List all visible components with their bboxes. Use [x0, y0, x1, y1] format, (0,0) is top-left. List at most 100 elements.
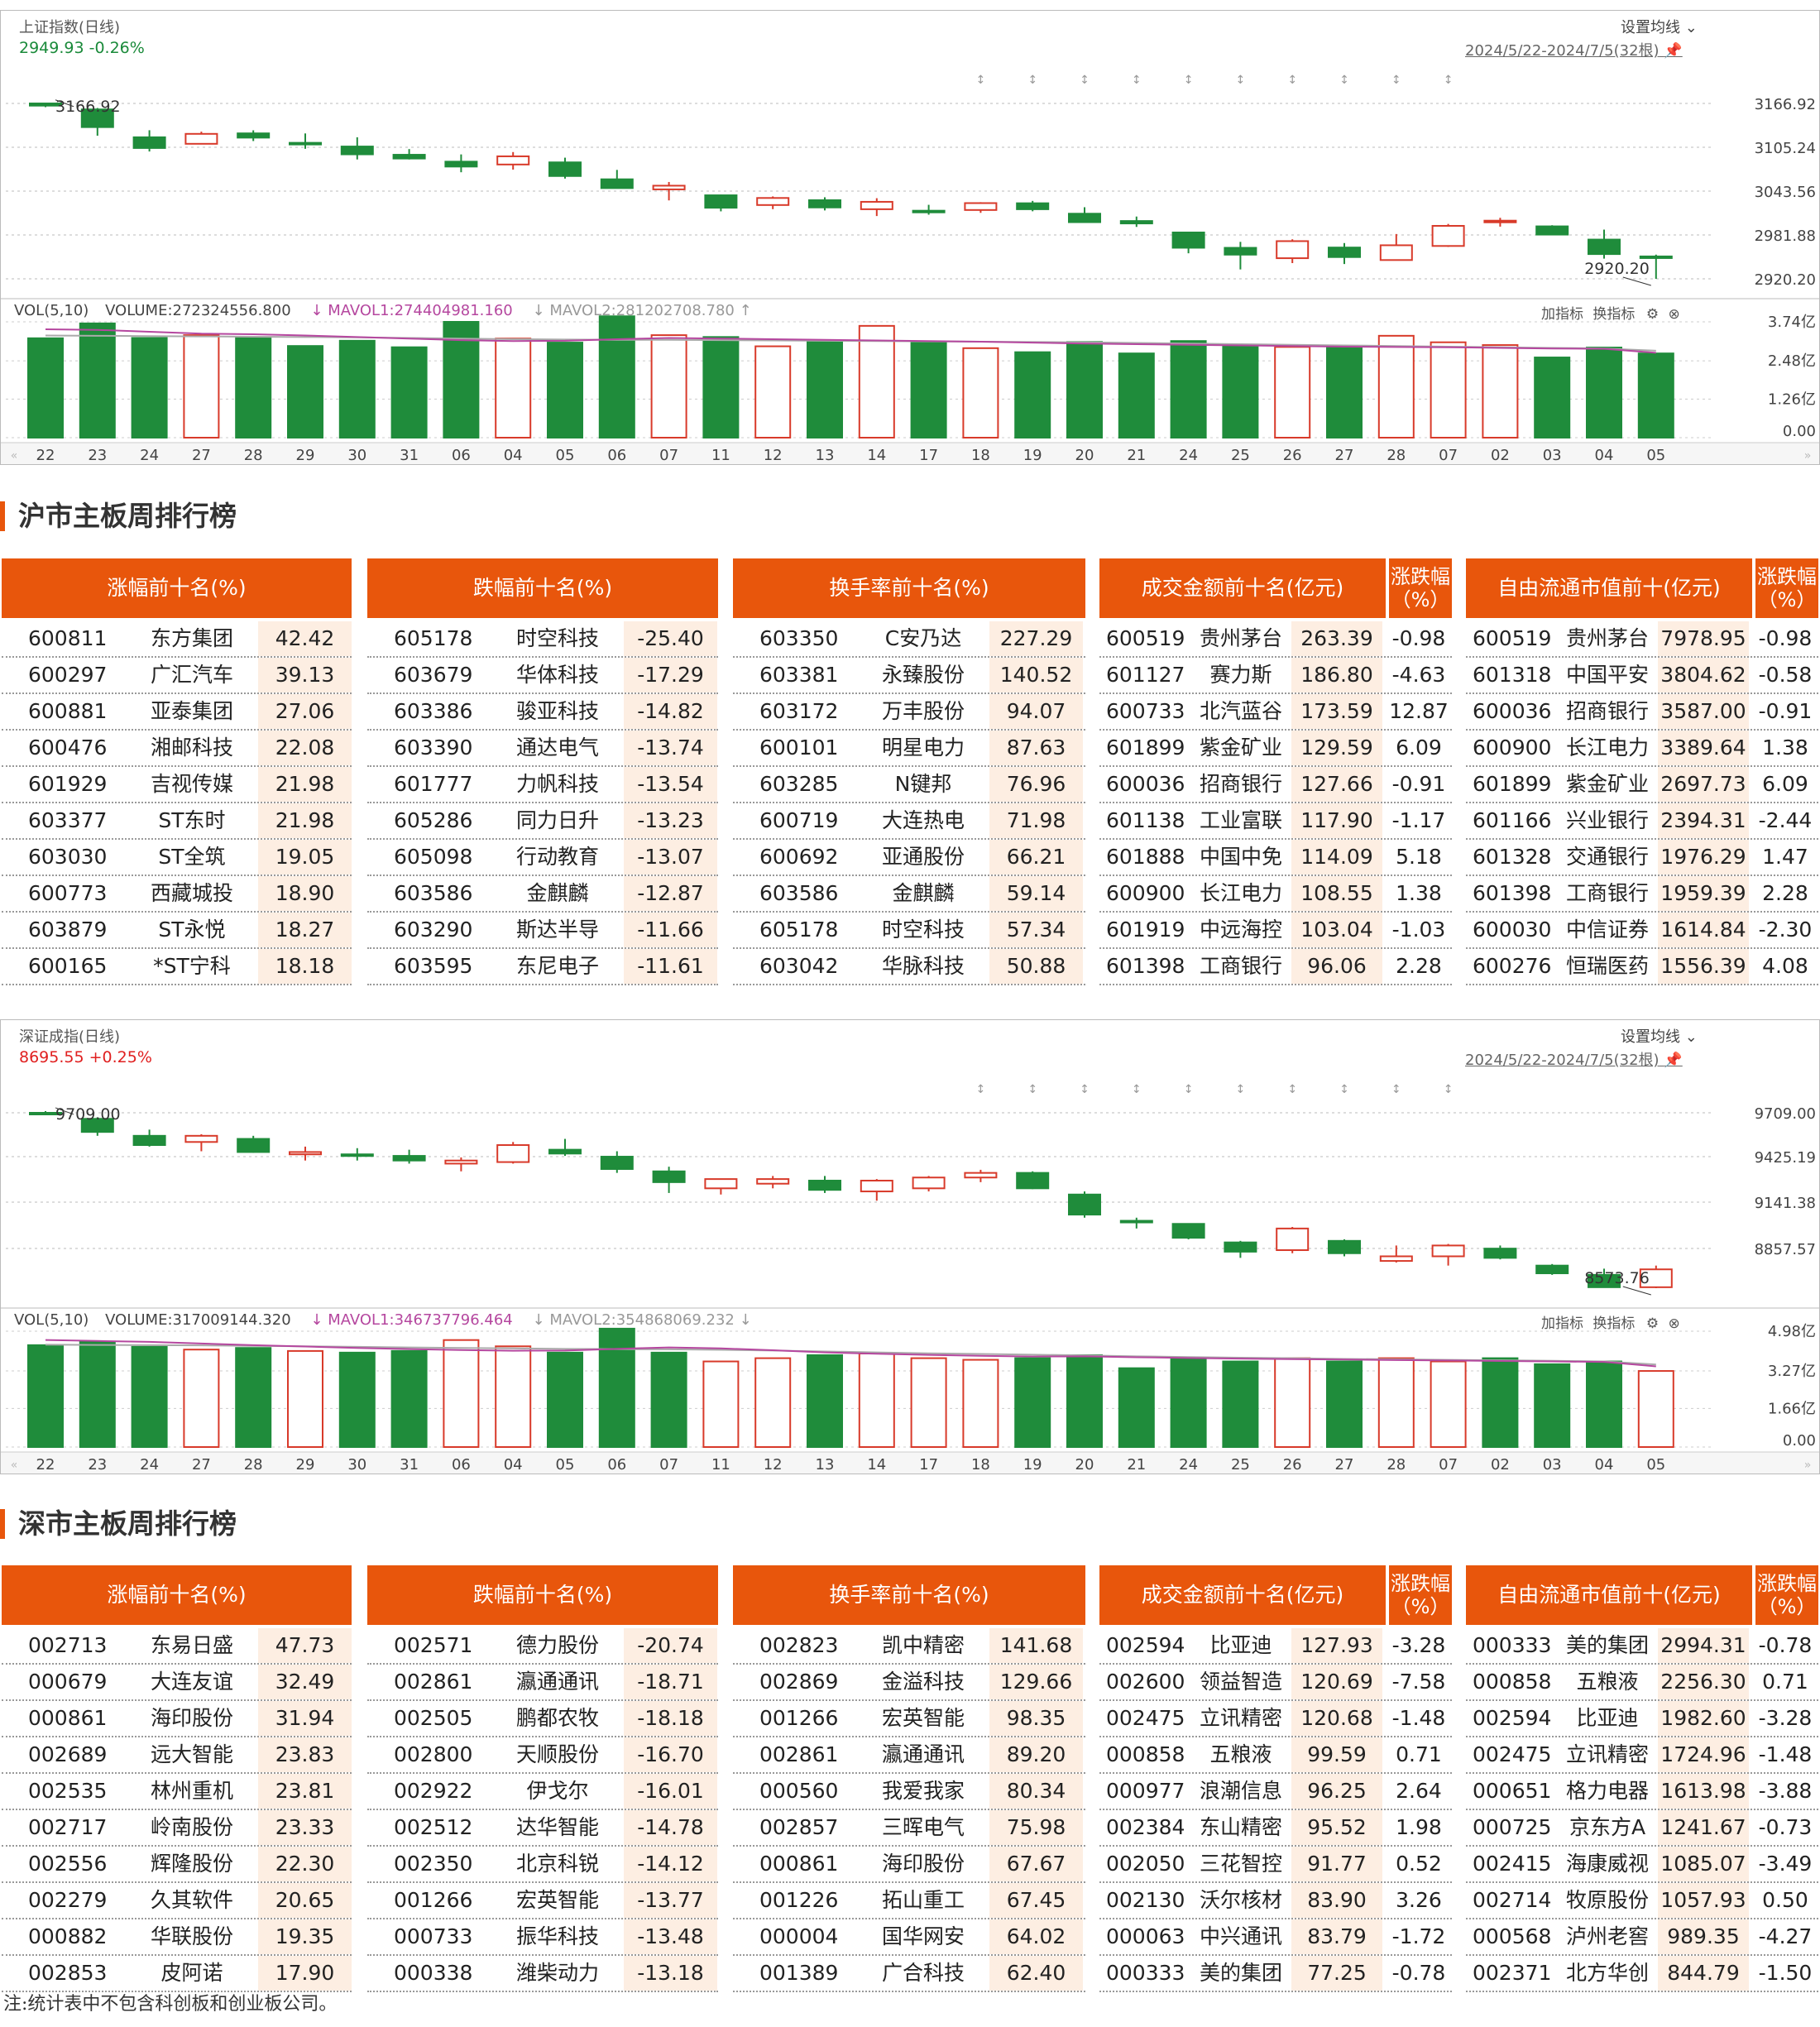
stock-value: 114.09 [1291, 840, 1382, 875]
stock-value: 96.25 [1291, 1774, 1382, 1809]
candle-body [652, 1170, 686, 1183]
stock-value: 103.04 [1291, 913, 1382, 947]
volume-bar [1534, 1363, 1571, 1448]
volume-bar [235, 336, 272, 439]
date-tick-label: 04 [504, 447, 523, 464]
gear-icon[interactable]: ⚙ [1645, 1315, 1660, 1332]
stock-code: 002594 [1106, 1633, 1185, 1657]
stock-name: 工商银行 [1199, 954, 1282, 978]
candle-body [184, 132, 218, 145]
candle-body [1119, 220, 1153, 225]
table-row: 601899 紫金矿业 129.59 6.09 [1099, 731, 1452, 767]
volume-bar [1326, 346, 1363, 438]
volume-bar [1274, 1357, 1311, 1448]
stock-code: 000977 [1106, 1779, 1185, 1803]
close-icon[interactable]: ⊗ [1668, 306, 1680, 323]
stock-code: 002535 [28, 1779, 108, 1803]
switch-indicator-button[interactable]: 换指标 [1592, 1315, 1636, 1332]
index-value: 8695.55 +0.25% [19, 1048, 152, 1066]
stock-code: 603879 [28, 918, 108, 942]
pin-icon[interactable]: 📌 [1664, 1052, 1683, 1069]
mavol1-text: MAVOL1:346737796.464 [328, 1311, 513, 1329]
stock-name: 天顺股份 [515, 1742, 599, 1766]
stock-code: 000063 [1106, 1924, 1185, 1948]
volume-bar [1170, 1357, 1207, 1448]
stock-code: 603586 [759, 881, 839, 905]
date-range[interactable]: 2024/5/22-2024/7/5(32根) 📌 [1465, 1048, 1683, 1070]
stock-value: 66.21 [989, 840, 1083, 875]
stock-code: 002475 [1473, 1742, 1552, 1766]
gear-icon[interactable]: ⚙ [1645, 306, 1660, 323]
date-tick-label: 24 [1179, 447, 1198, 464]
table-row: 600900 长江电力 3389.64 1.38 [1466, 731, 1818, 767]
stock-code: 002050 [1106, 1852, 1185, 1876]
candle-body [1588, 1273, 1621, 1288]
stock-value: 17.90 [258, 1956, 352, 1991]
settings-ma-button[interactable]: 设置均线 ⌄ [1621, 16, 1698, 37]
candle-body [1431, 224, 1465, 247]
date-tick-label: 05 [556, 447, 575, 464]
stock-code: 605178 [394, 626, 473, 650]
date-axis-bg [1, 443, 1819, 464]
change-pct: -0.73 [1758, 1815, 1813, 1839]
volume-bar [1170, 340, 1207, 438]
candle-body [1639, 255, 1673, 259]
stock-name: 立讯精密 [1199, 1706, 1282, 1730]
date-tick-label: 29 [296, 1456, 315, 1474]
stock-value: 1613.98 [1658, 1774, 1749, 1809]
date-range[interactable]: 2024/5/22-2024/7/5(32根) 📌 [1465, 39, 1683, 60]
stock-code: 600692 [759, 845, 839, 869]
change-pct: -0.78 [1758, 1633, 1813, 1657]
stock-code: 000568 [1473, 1924, 1552, 1948]
table-row: 001226 拓山重工 67.45 [733, 1883, 1085, 1919]
candle-body [1328, 247, 1361, 258]
date-tick-label: 25 [1231, 1456, 1250, 1474]
stock-value: -14.78 [624, 1810, 717, 1845]
price-tick-label: 9141.38 [1755, 1195, 1816, 1212]
volume-bar [183, 1349, 220, 1448]
candle-body [756, 197, 790, 206]
stock-value: 32.49 [258, 1665, 352, 1699]
table-row: 002384 东山精密 95.52 1.98 [1099, 1810, 1452, 1847]
stock-code: 000861 [28, 1706, 108, 1730]
date-tick-label: 18 [971, 1456, 990, 1474]
table-row: 002415 海康威视 1085.07 -3.49 [1466, 1847, 1818, 1883]
stock-value: -17.29 [624, 658, 717, 692]
pin-icon[interactable]: 📌 [1664, 42, 1683, 60]
table-row: 002535 林州重机 23.81 [2, 1774, 352, 1810]
stock-code: 000725 [1473, 1815, 1552, 1839]
stock-value: 18.90 [258, 876, 352, 911]
candle-body [496, 155, 530, 165]
stock-code: 601777 [394, 772, 473, 796]
stock-value: 39.13 [258, 658, 352, 692]
volume-bar [547, 1351, 583, 1449]
table-row: 603679 华体科技 -17.29 [367, 658, 718, 694]
table-row: 605178 时空科技 57.34 [733, 913, 1085, 949]
add-indicator-button[interactable]: 加指标 [1541, 1315, 1583, 1332]
stock-name: 北方华创 [1565, 1961, 1649, 1985]
date-tick-label: 27 [192, 447, 211, 464]
stock-name: 通达电气 [515, 736, 599, 760]
stock-name: 美的集团 [1199, 1961, 1282, 1985]
add-indicator-button[interactable]: 加指标 [1541, 306, 1583, 323]
switch-indicator-button[interactable]: 换指标 [1592, 306, 1636, 323]
candle-body [289, 1151, 322, 1156]
stock-value: 263.39 [1291, 621, 1382, 656]
stock-value: -13.54 [624, 767, 717, 802]
table-row: 600036 招商银行 127.66 -0.91 [1099, 767, 1452, 803]
date-tick-label: 13 [816, 1456, 835, 1474]
stock-code: 002823 [759, 1633, 839, 1657]
change-pct: -1.50 [1758, 1961, 1813, 1985]
settings-ma-button[interactable]: 设置均线 ⌄ [1621, 1025, 1698, 1047]
change-pct: -1.48 [1391, 1706, 1446, 1730]
stock-name: 中兴通讯 [1199, 1924, 1282, 1948]
date-tick-label: 31 [400, 1456, 419, 1474]
candle-body [237, 1138, 271, 1153]
stock-name: 金溢科技 [881, 1670, 965, 1694]
stock-code: 603172 [759, 699, 839, 723]
stock-name: 京东方A [1569, 1815, 1646, 1839]
vol-tick-label: 3.74亿 [1768, 314, 1816, 331]
stock-name: 骏亚科技 [515, 699, 599, 723]
stock-code: 603350 [759, 626, 839, 650]
close-icon[interactable]: ⊗ [1668, 1315, 1680, 1332]
